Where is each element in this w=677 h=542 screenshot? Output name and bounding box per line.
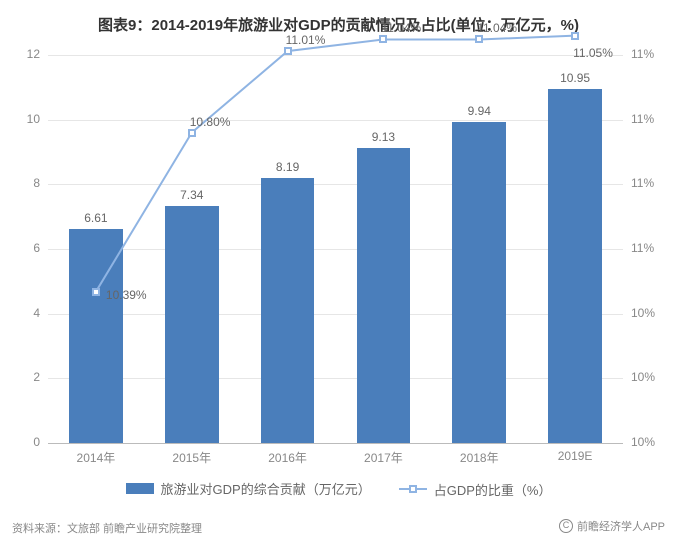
line-marker xyxy=(379,35,387,43)
y-right-tick: 10% xyxy=(631,370,655,384)
watermark: C 前瞻经济学人APP xyxy=(559,518,665,534)
y-right-tick: 11% xyxy=(631,176,654,190)
line-marker xyxy=(188,129,196,137)
legend-item: 占GDP的比重（%） xyxy=(399,480,552,499)
legend-swatch-bar xyxy=(126,483,154,494)
x-tick-label: 2015年 xyxy=(172,449,211,466)
y-left-tick: 6 xyxy=(10,241,40,255)
y-left-tick: 10 xyxy=(10,112,40,126)
y-right-tick: 11% xyxy=(631,47,654,61)
legend: 旅游业对GDP的综合贡献（万亿元） 占GDP的比重（%） xyxy=(0,479,677,499)
legend-swatch-line xyxy=(399,484,427,494)
line-series xyxy=(48,55,623,443)
line-marker xyxy=(284,47,292,55)
x-tick-label: 2018年 xyxy=(460,449,499,466)
x-tick-label: 2016年 xyxy=(268,449,307,466)
x-tick-label: 2017年 xyxy=(364,449,403,466)
x-axis-line xyxy=(48,443,623,444)
line-value-label: 11.04% xyxy=(381,21,421,35)
legend-label: 占GDP的比重（%） xyxy=(434,480,552,499)
line-value-label: 10.80% xyxy=(190,115,231,129)
chart-title: 图表9：2014-2019年旅游业对GDP的贡献情况及占比(单位：万亿元，%) xyxy=(0,0,677,35)
copyright-icon: C xyxy=(559,519,573,533)
line-marker xyxy=(92,288,100,296)
plot-area: 010%210%410%611%811%1011%1211%6.612014年7… xyxy=(48,55,623,443)
legend-item: 旅游业对GDP的综合贡献（万亿元） xyxy=(126,479,371,498)
line-value-label: 11.01% xyxy=(286,33,326,47)
y-left-tick: 12 xyxy=(10,47,40,61)
y-left-tick: 2 xyxy=(10,370,40,384)
x-tick-label: 2019E xyxy=(558,449,593,463)
x-tick-label: 2014年 xyxy=(77,449,116,466)
line-marker xyxy=(475,35,483,43)
y-left-tick: 4 xyxy=(10,306,40,320)
y-left-tick: 8 xyxy=(10,176,40,190)
source-text: 资料来源：文旅部 前瞻产业研究院整理 xyxy=(12,520,202,536)
line-value-label: 11.04% xyxy=(477,21,517,35)
line-value-label: 10.39% xyxy=(106,288,147,302)
legend-label: 旅游业对GDP的综合贡献（万亿元） xyxy=(161,479,371,498)
line-marker xyxy=(571,32,579,40)
y-right-tick: 11% xyxy=(631,241,654,255)
line-value-label: 11.05% xyxy=(573,46,613,60)
watermark-text: 前瞻经济学人APP xyxy=(577,518,665,534)
y-right-tick: 11% xyxy=(631,112,654,126)
y-right-tick: 10% xyxy=(631,435,655,449)
y-left-tick: 0 xyxy=(10,435,40,449)
y-right-tick: 10% xyxy=(631,306,655,320)
